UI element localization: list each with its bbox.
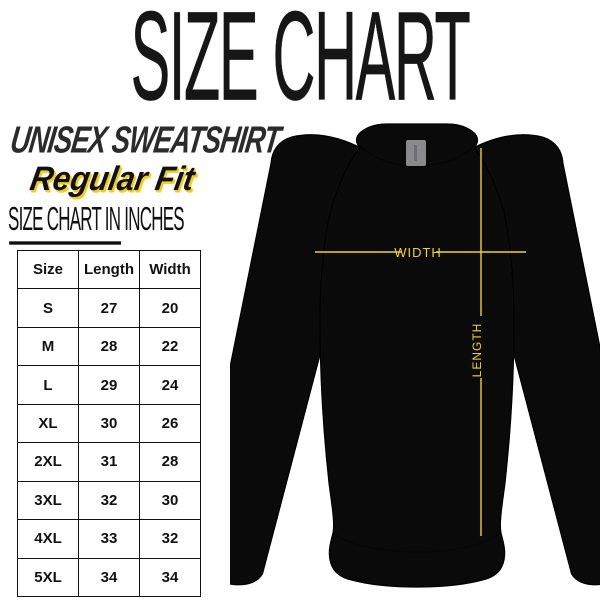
svg-text:WIDTH: WIDTH [394, 245, 442, 260]
svg-text:LENGTH: LENGTH [470, 323, 484, 378]
